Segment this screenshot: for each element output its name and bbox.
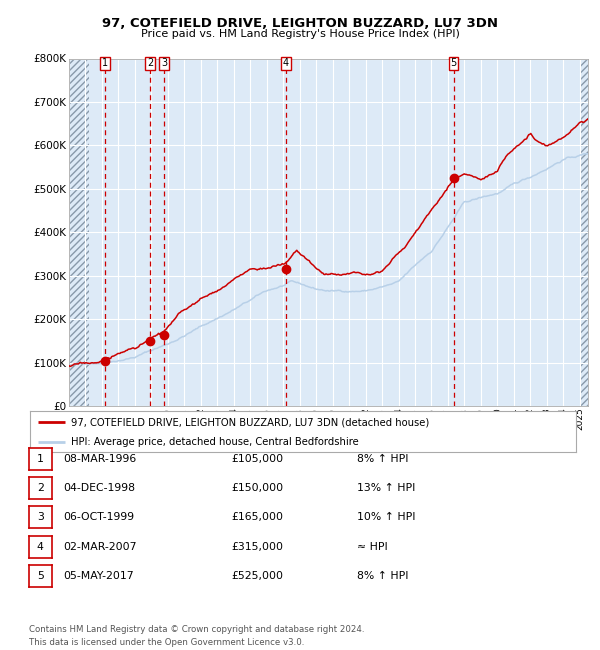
Text: £165,000: £165,000 (231, 512, 283, 523)
Text: £105,000: £105,000 (231, 454, 283, 464)
Bar (580, 58, 588, 406)
Text: Contains HM Land Registry data © Crown copyright and database right 2024.
This d: Contains HM Land Registry data © Crown c… (29, 625, 364, 647)
Text: £315,000: £315,000 (231, 541, 283, 552)
Text: 3: 3 (37, 512, 44, 523)
Text: ≈ HPI: ≈ HPI (357, 541, 388, 552)
Text: 4: 4 (283, 58, 289, 68)
Text: 5: 5 (37, 571, 44, 581)
Text: 10% ↑ HPI: 10% ↑ HPI (357, 512, 415, 523)
Text: 05-MAY-2017: 05-MAY-2017 (63, 571, 134, 581)
Text: £150,000: £150,000 (231, 483, 283, 493)
Text: HPI: Average price, detached house, Central Bedfordshire: HPI: Average price, detached house, Cent… (71, 437, 359, 447)
Text: £525,000: £525,000 (231, 571, 283, 581)
Text: 06-OCT-1999: 06-OCT-1999 (63, 512, 134, 523)
Text: 13% ↑ HPI: 13% ↑ HPI (357, 483, 415, 493)
Text: 04-DEC-1998: 04-DEC-1998 (63, 483, 135, 493)
Text: 3: 3 (161, 58, 167, 68)
Text: 2: 2 (147, 58, 153, 68)
Text: 4: 4 (37, 541, 44, 552)
Text: 5: 5 (451, 58, 457, 68)
Text: 97, COTEFIELD DRIVE, LEIGHTON BUZZARD, LU7 3DN: 97, COTEFIELD DRIVE, LEIGHTON BUZZARD, L… (102, 17, 498, 30)
Text: 2: 2 (37, 483, 44, 493)
Text: 97, COTEFIELD DRIVE, LEIGHTON BUZZARD, LU7 3DN (detached house): 97, COTEFIELD DRIVE, LEIGHTON BUZZARD, L… (71, 417, 429, 427)
Text: 8% ↑ HPI: 8% ↑ HPI (357, 571, 409, 581)
Text: 1: 1 (102, 58, 108, 68)
Text: Price paid vs. HM Land Registry's House Price Index (HPI): Price paid vs. HM Land Registry's House … (140, 29, 460, 38)
Bar (69, 58, 89, 406)
Text: 8% ↑ HPI: 8% ↑ HPI (357, 454, 409, 464)
Text: 02-MAR-2007: 02-MAR-2007 (63, 541, 137, 552)
Text: 08-MAR-1996: 08-MAR-1996 (63, 454, 136, 464)
Text: 1: 1 (37, 454, 44, 464)
